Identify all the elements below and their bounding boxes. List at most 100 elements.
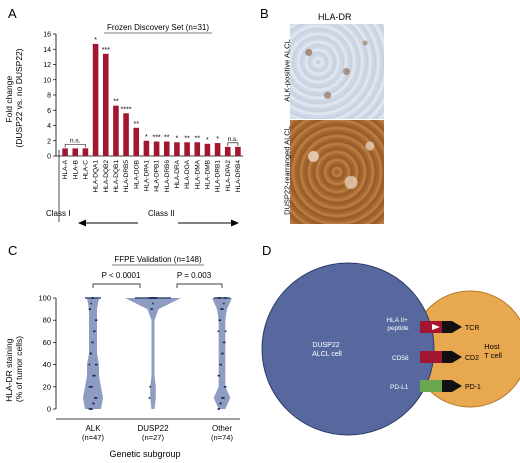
data-point <box>223 297 226 299</box>
data-point <box>224 330 227 333</box>
alcl-cell-label: DUSP22 ALCL cell <box>312 342 342 358</box>
significance-label: ** <box>164 135 170 142</box>
group-label: Other <box>212 424 232 433</box>
data-point <box>217 330 220 333</box>
ns-bracket <box>227 142 239 146</box>
peptide-triangle <box>432 324 440 330</box>
cd2-receptor <box>442 351 462 363</box>
category-label: HLA-DRB4 <box>235 160 242 193</box>
tcr-label: TCR <box>465 325 479 332</box>
data-point <box>217 374 220 377</box>
y-tick-label: 6 <box>47 108 51 115</box>
data-point <box>89 408 92 410</box>
y-tick-label: 60 <box>43 338 51 347</box>
group-n-label: (n=74) <box>211 433 233 442</box>
panel-a-ylabel: Fold change (DUSP22 vs. no DUSP22) <box>4 48 24 147</box>
data-point <box>94 397 97 399</box>
data-point <box>89 352 92 355</box>
y-tick-label: 10 <box>43 77 51 84</box>
data-point <box>92 341 94 344</box>
bar <box>153 141 160 156</box>
bar <box>102 53 109 157</box>
ns-bracket <box>64 144 86 148</box>
data-point <box>91 297 93 299</box>
data-point <box>93 374 95 377</box>
category-label: HLA-DQB2 <box>103 160 110 193</box>
pd1-label: PD-1 <box>465 384 481 391</box>
category-label: HLA-DPA2 <box>225 160 232 192</box>
data-point <box>223 341 225 344</box>
y-tick-label: 16 <box>43 32 51 39</box>
data-point <box>92 402 94 405</box>
data-point <box>90 386 92 388</box>
class-2-arrow-right-head <box>231 219 239 227</box>
panel-c-title: FFPE Validation (n=148) <box>114 255 202 264</box>
data-point <box>222 352 224 355</box>
data-point <box>217 408 220 410</box>
y-tick-label: 20 <box>43 382 51 391</box>
data-point <box>94 330 96 333</box>
data-point <box>219 363 221 366</box>
significance-label: **** <box>121 106 132 113</box>
pvalue-2-bracket <box>176 283 223 288</box>
data-point <box>219 402 221 405</box>
pd1-receptor <box>442 380 462 392</box>
data-point <box>224 297 227 299</box>
data-point <box>151 297 153 299</box>
data-point <box>220 363 222 366</box>
data-point <box>219 297 221 299</box>
data-point <box>221 397 223 399</box>
category-label: HLA-DOA <box>184 159 191 189</box>
bar <box>123 113 129 156</box>
data-point <box>153 297 155 299</box>
data-point <box>89 386 92 388</box>
group-label: DUSP22 <box>137 424 169 433</box>
data-point <box>223 397 225 399</box>
panel-c-xlabel: Genetic subgroup <box>109 449 180 459</box>
bar <box>194 142 201 156</box>
significance-label: * <box>176 135 179 142</box>
data-point <box>222 397 224 399</box>
y-tick-label: 4 <box>47 123 51 130</box>
data-point <box>148 397 151 399</box>
bar <box>113 105 119 156</box>
data-point <box>95 397 98 399</box>
category-label: HLA-A <box>62 159 69 179</box>
data-point <box>218 319 221 321</box>
significance-label: *** <box>152 135 160 142</box>
significance-label: ** <box>134 121 140 128</box>
data-point <box>92 297 94 299</box>
panel-b-title: HLA-DR <box>318 12 352 22</box>
category-label: HLA-DOB <box>133 160 140 189</box>
ns-label: n.s. <box>70 137 81 144</box>
y-tick-label: 100 <box>38 294 51 303</box>
data-point <box>220 308 222 310</box>
group-n-label: (n=47) <box>82 433 104 442</box>
hla-receptor <box>420 321 442 333</box>
data-point <box>223 302 225 305</box>
data-point <box>92 374 94 377</box>
category-label: HLA-DRB6 <box>164 160 171 193</box>
cell-interaction-diagram: DUSP22 ALCL cell Host T cell HLA II+ pep… <box>261 262 520 436</box>
category-label: HLA-DMB <box>204 160 211 189</box>
panel-c-letter: C <box>8 243 18 258</box>
data-point <box>91 408 93 410</box>
data-point <box>218 374 221 377</box>
data-point <box>89 308 92 310</box>
data-point <box>94 374 96 377</box>
data-point <box>95 319 98 321</box>
data-point <box>95 363 98 366</box>
bar <box>62 148 68 156</box>
data-point <box>91 386 93 388</box>
y-tick-label: 80 <box>43 316 51 325</box>
violin <box>83 298 103 409</box>
data-point <box>91 341 93 344</box>
fold-change-bar-chart: Frozen Discovery Set (n=31) Fold change … <box>4 23 243 227</box>
ns-label: n.s. <box>228 136 239 143</box>
y-tick-label: 2 <box>47 138 51 145</box>
data-point <box>90 302 92 305</box>
hla-label: HLA II+ peptide <box>386 317 409 332</box>
data-point <box>221 308 223 310</box>
data-point <box>223 386 226 388</box>
data-point <box>90 352 92 355</box>
